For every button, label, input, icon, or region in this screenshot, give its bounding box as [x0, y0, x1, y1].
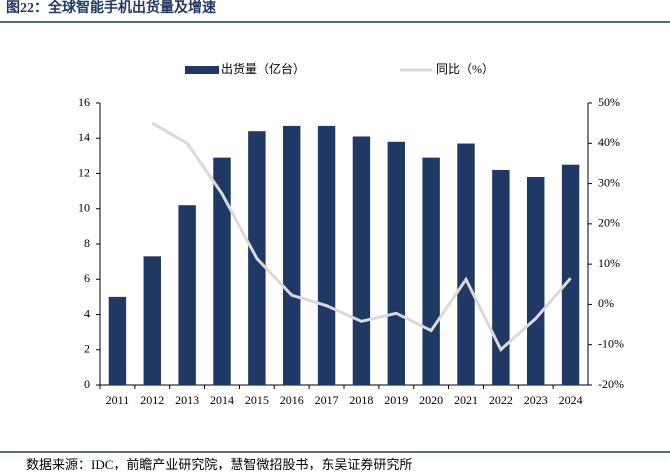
- chart-title: 图22：全球智能手机出货量及增速: [6, 0, 216, 16]
- bar: [283, 125, 301, 385]
- x-tick-label: 2013: [175, 393, 199, 407]
- x-tick-label: 2012: [140, 393, 164, 407]
- bar: [178, 205, 196, 385]
- y-tick-label: 10: [78, 201, 90, 215]
- y-tick-label: 16: [78, 95, 90, 109]
- x-tick-label: 2011: [106, 393, 130, 407]
- bar: [527, 177, 545, 385]
- bar: [352, 136, 371, 385]
- x-tick-label: 2023: [524, 393, 548, 407]
- source: 数据来源：IDC，前瞻产业研究院，慧智微招股书，东吴证券研究所: [26, 457, 412, 470]
- legend-label: 同比（%）: [436, 62, 494, 76]
- x-tick-label: 2019: [384, 393, 408, 407]
- y2-tick-label: 10%: [598, 256, 620, 270]
- legend-swatch: [185, 66, 219, 74]
- x-tick-label: 2015: [245, 393, 269, 407]
- y-tick-label: 8: [84, 236, 90, 250]
- y-tick-label: 2: [84, 342, 90, 356]
- bar: [422, 157, 440, 385]
- line: [151, 121, 572, 352]
- bar: [387, 141, 405, 385]
- y2-tick-label: -20%: [598, 377, 624, 391]
- x-tick-label: 2022: [489, 393, 513, 407]
- bar: [143, 256, 161, 385]
- y2-tick-label: 50%: [598, 95, 620, 109]
- y-tick-label: 6: [84, 271, 90, 285]
- bar: [317, 125, 336, 385]
- y2-tick-label: 40%: [598, 135, 620, 149]
- legend-label: 出货量（亿台）: [221, 61, 305, 76]
- y2-tick-label: 30%: [598, 175, 620, 189]
- bar: [492, 169, 510, 385]
- y2-tick-label: 0%: [598, 296, 614, 310]
- x-tick-label: 2024: [559, 393, 583, 407]
- y-tick-label: 14: [78, 130, 90, 144]
- bar: [108, 296, 127, 385]
- x-tick-label: 2016: [280, 393, 304, 407]
- y-tick-label: 12: [78, 165, 90, 179]
- y-tick-label: 4: [84, 306, 90, 320]
- x-tick-label: 2021: [454, 393, 478, 407]
- y2-tick-label: 20%: [598, 216, 620, 230]
- bar: [213, 157, 231, 385]
- y2-tick-label: -10%: [598, 336, 624, 350]
- bar: [561, 164, 580, 385]
- x-tick-label: 2017: [315, 393, 339, 407]
- x-tick-label: 2020: [419, 393, 443, 407]
- y-tick-label: 0: [84, 377, 90, 391]
- bar: [457, 143, 475, 385]
- x-tick-label: 2018: [349, 393, 373, 407]
- x-tick-label: 2014: [210, 393, 234, 407]
